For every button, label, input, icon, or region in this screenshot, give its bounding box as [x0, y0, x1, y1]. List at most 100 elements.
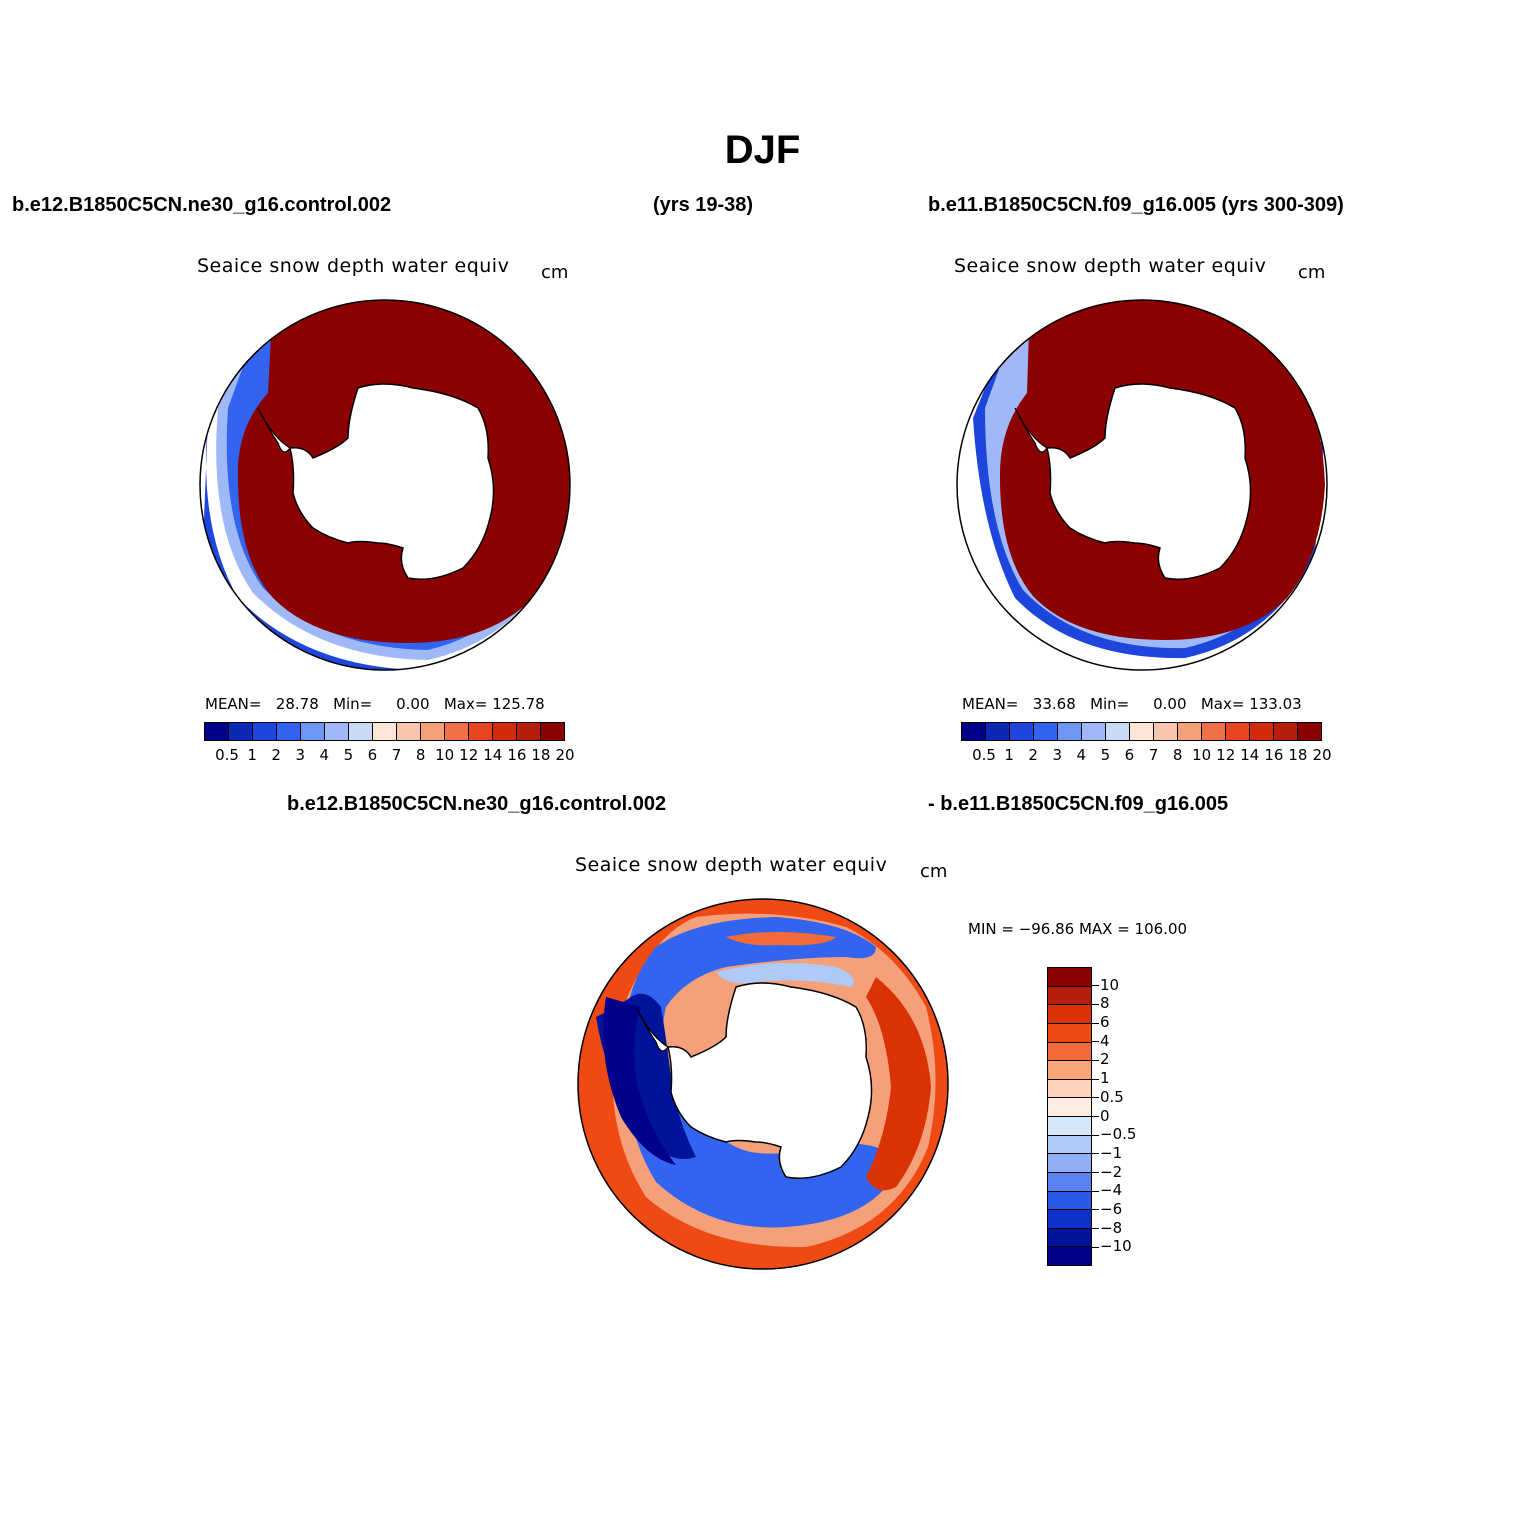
colorbar-swatch: [541, 723, 564, 740]
colorbar-tick-label: 0.5: [1100, 1087, 1124, 1106]
colorbar-tick: [1092, 1228, 1099, 1230]
panel1-min-label: Min=: [333, 695, 373, 713]
panel2-max-label: Max=: [1200, 695, 1245, 713]
colorbar-swatch: [301, 723, 325, 740]
panel3-units: cm: [920, 861, 948, 882]
colorbar-tick-label: 12: [459, 746, 479, 764]
colorbar-tick-label: 0.5: [972, 746, 996, 764]
colorbar-tick-label: 8: [415, 746, 426, 764]
colorbar-tick-label: 10: [1192, 746, 1212, 764]
colorbar-swatch: [1048, 1191, 1091, 1211]
colorbar-swatch: [1226, 723, 1250, 740]
colorbar-tick-label: 6: [1100, 1013, 1110, 1032]
colorbar-tick: [1092, 1078, 1099, 1080]
colorbar-tick: [1092, 1116, 1099, 1117]
colorbar-tick: [1092, 1097, 1099, 1099]
colorbar-swatch: [1178, 723, 1202, 740]
colorbar-tick-label: 4: [1076, 746, 1087, 764]
colorbar-tick-label: 2: [1028, 746, 1038, 764]
colorbar-tick: [1092, 1246, 1099, 1248]
colorbar-tick-label: 18: [1288, 746, 1308, 764]
colorbar-swatch: [253, 723, 277, 740]
colorbar-swatch: [1048, 1061, 1091, 1080]
colorbar-swatch: [469, 723, 493, 740]
panel3-polar-map: [577, 898, 949, 1270]
colorbar-swatch: [962, 723, 986, 740]
panel1-stats: MEAN= 28.78 Min= 0.00 Max= 125.78: [205, 695, 545, 713]
panel1-max-label: Max=: [443, 695, 488, 713]
colorbar-tick-label: 4: [319, 746, 330, 764]
colorbar-swatch: [1274, 723, 1298, 740]
colorbar-tick-label: 6: [1124, 746, 1135, 764]
colorbar-swatch: [421, 723, 445, 740]
case1-label: b.e12.B1850C5CN.ne30_g16.control.002: [12, 194, 392, 216]
colorbar-tick-label: 6: [367, 746, 378, 764]
panel1-min-value: 0.00: [396, 695, 430, 713]
panel2-min-value: 0.00: [1153, 695, 1187, 713]
colorbar-tick-label: 20: [555, 746, 575, 764]
colorbar-swatch: [205, 723, 229, 740]
colorbar-swatch: [1048, 1154, 1091, 1173]
colorbar-swatch: [517, 723, 541, 740]
colorbar-swatch: [397, 723, 421, 740]
colorbar-tick-label: 14: [483, 746, 503, 764]
colorbar-swatch: [1130, 723, 1154, 740]
colorbar-swatch: [1048, 1247, 1091, 1265]
diff-right-label: - b.e11.B1850C5CN.f09_g16.005: [928, 793, 1229, 815]
colorbar-tick-label: −10: [1100, 1237, 1132, 1256]
colorbar-swatch: [325, 723, 349, 740]
colorbar-tick: [1092, 985, 1099, 987]
diff-colorbar: [1047, 967, 1092, 1266]
colorbar-swatch: [1298, 723, 1321, 740]
colorbar-tick-label: −8: [1100, 1218, 1123, 1237]
case2-label: b.e11.B1850C5CN.f09_g16.005 (yrs 300-309…: [928, 194, 1344, 216]
colorbar-tick-label: 16: [507, 746, 527, 764]
colorbar-swatch: [1048, 1042, 1091, 1062]
colorbar-tick-label: 0: [1100, 1106, 1110, 1125]
colorbar-tick-label: −0.5: [1100, 1125, 1137, 1144]
colorbar-tick-label: 10: [1100, 975, 1120, 994]
colorbar-tick-label: 14: [1240, 746, 1260, 764]
colorbar-tick-label: 3: [1052, 746, 1063, 764]
panel1-title: Seaice snow depth water equiv: [197, 255, 510, 277]
colorbar-swatch: [1048, 1210, 1091, 1229]
colorbar-tick: [1092, 1209, 1099, 1211]
colorbar-tick-label: 2: [1100, 1050, 1110, 1069]
colorbar-tick-label: 12: [1216, 746, 1236, 764]
colorbar-tick-label: 1: [1100, 1069, 1110, 1088]
colorbar-swatch: [1154, 723, 1178, 740]
colorbar-tick: [1092, 1134, 1099, 1136]
colorbar-swatch: [1010, 723, 1034, 740]
colorbar-swatch: [1048, 1172, 1091, 1192]
panel2-max-value: 133.03: [1249, 695, 1302, 713]
colorbar-tick-label: 16: [1264, 746, 1284, 764]
colorbar-tick-label: 1: [1004, 746, 1014, 764]
colorbar-swatch: [349, 723, 373, 740]
panel2-mean-value: 33.68: [1032, 695, 1076, 713]
colorbar-swatch: [1250, 723, 1274, 740]
colorbar-swatch: [1048, 968, 1091, 987]
colorbar-swatch: [1048, 1098, 1091, 1117]
panel2-mean-label: MEAN=: [962, 695, 1019, 713]
colorbar-tick: [1092, 1022, 1099, 1024]
panel2-polar-map: [956, 299, 1328, 671]
colorbar-swatch: [1048, 1005, 1091, 1024]
colorbar-tick-label: −2: [1100, 1162, 1123, 1181]
colorbar-tick: [1092, 1190, 1099, 1192]
panel2-min-label: Min=: [1090, 695, 1130, 713]
colorbar-tick: [1092, 1153, 1099, 1155]
colorbar-tick: [1092, 1172, 1099, 1174]
colorbar-tick: [1092, 1041, 1099, 1043]
colorbar-tick-label: 7: [1148, 746, 1159, 764]
colorbar-swatch: [1106, 723, 1130, 740]
colorbar-tick-label: 4: [1100, 1031, 1110, 1050]
panel1-units: cm: [541, 262, 569, 283]
colorbar-swatch: [1048, 1023, 1091, 1043]
colorbar-tick-label: 8: [1100, 994, 1110, 1013]
colorbar-swatch: [1048, 1228, 1091, 1248]
colorbar-tick-label: 18: [531, 746, 551, 764]
colorbar-tick-label: 3: [295, 746, 306, 764]
colorbar-swatch: [445, 723, 469, 740]
colorbar-tick-label: 5: [1100, 746, 1111, 764]
colorbar-tick-label: 8: [1172, 746, 1183, 764]
